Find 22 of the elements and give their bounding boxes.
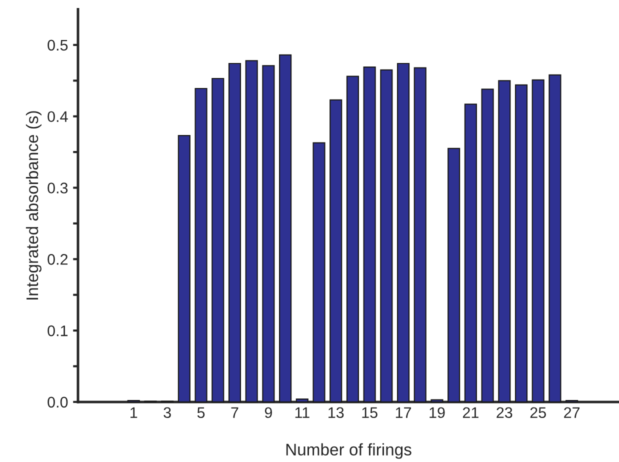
x-tick-label: 17 — [396, 407, 411, 418]
x-tick-label: 9 — [264, 407, 272, 418]
x-tick-label: 19 — [430, 407, 445, 418]
x-tick-label: 1 — [130, 407, 138, 418]
x-tick-label: 7 — [231, 407, 238, 418]
x-tick-label: 25 — [530, 407, 546, 418]
x-tick-label: 13 — [328, 407, 344, 418]
y-tick-label: 0.5 — [48, 40, 68, 51]
y-tick-label: 0.3 — [48, 182, 68, 194]
x-tick-label: 15 — [362, 407, 378, 418]
y-tick-label: 0.1 — [48, 325, 68, 336]
x-tick-label: 21 — [462, 407, 478, 418]
y-tick-label: 0.2 — [48, 254, 68, 265]
x-axis-title: Number of firings — [286, 443, 412, 459]
y-tick-label: 0.4 — [48, 111, 68, 122]
x-tick-label: 5 — [197, 407, 205, 418]
x-tick-label: 27 — [564, 407, 580, 418]
y-tick-label: 0.0 — [48, 396, 68, 408]
y-axis-title: Integrated absorbance (s) — [26, 111, 42, 300]
x-tick-label: 23 — [496, 407, 512, 418]
x-tick-label: 3 — [164, 407, 171, 418]
x-tick-label: 11 — [295, 407, 310, 418]
